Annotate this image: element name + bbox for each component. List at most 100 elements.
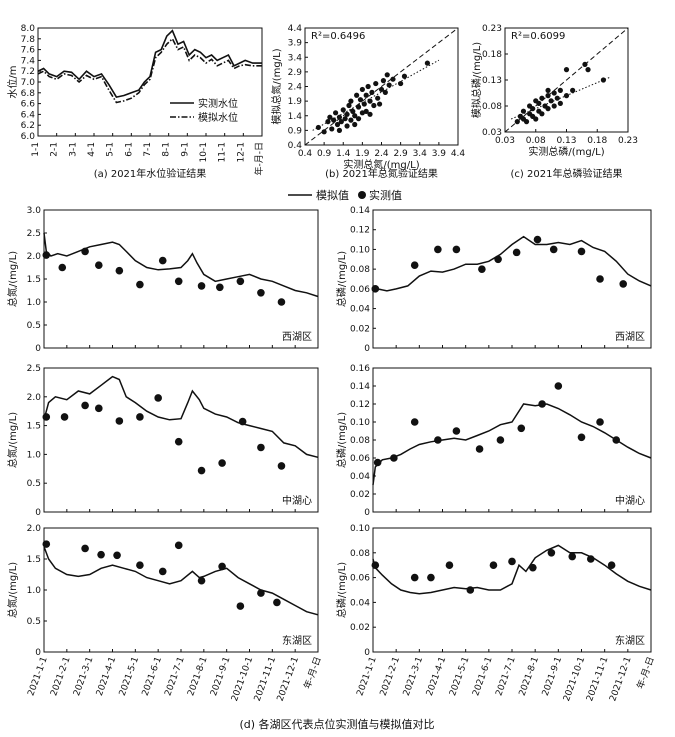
panel-c-ytick-label: 0.13 — [482, 76, 502, 86]
panel-b-ytick-label: 0.9 — [288, 126, 303, 136]
panel-c-point — [585, 67, 591, 73]
panel-c-xtick-label: 0.03 — [495, 136, 515, 146]
panel-b-xtick-label: 4.4 — [451, 149, 466, 159]
panel-b-point — [398, 80, 404, 87]
panel-d4-ytick-label: 0.02 — [350, 490, 370, 500]
panel-a-xtick-label: 8-1 — [162, 142, 172, 157]
panel-c-ylabel: 模拟总磷/(mg/L) — [470, 42, 483, 118]
panel-b-point — [344, 123, 350, 129]
panel-b-point — [348, 98, 354, 104]
panel-d3-observed-point — [60, 413, 69, 421]
panel-d6-observed-point — [410, 573, 419, 582]
panel-b-r2-annotation: R²=0.6496 — [311, 31, 365, 42]
panel-b-point — [329, 126, 335, 132]
panel-b-point — [352, 113, 358, 119]
panel-d6-xtick-label: 2021-8-1 — [518, 656, 541, 698]
panel-d3-observed-point — [115, 417, 124, 425]
panel-d5-ytick-label: 0.5 — [27, 617, 41, 627]
panel-c-point — [514, 119, 520, 125]
panel-d4-observed-point — [434, 436, 442, 444]
panel-b-ytick-label: 4.4 — [288, 24, 303, 34]
panel-d6-xtick-label: 2021-2-1 — [379, 656, 402, 698]
panel-d2-ytick-label: 0.14 — [350, 206, 370, 216]
panel-d6-observed-point — [489, 561, 498, 569]
panel-d4-ylabel: 总磷/(mg/L) — [335, 412, 348, 468]
panel-d2-observed-point — [434, 245, 442, 254]
panel-a-xtick-label: 7-1 — [143, 142, 153, 157]
panel-c-xtick-label: 0.23 — [618, 136, 638, 146]
panel-d6-xtick-label: 2021-5-1 — [448, 656, 471, 698]
panel-d2-observed-point — [494, 255, 502, 264]
panel-d6-region-label: 东湖区 — [615, 634, 645, 647]
panel-d2-observed-point — [452, 245, 461, 254]
panel-c-point — [533, 116, 539, 122]
panel-d5-ytick-label: 1.0 — [27, 586, 42, 596]
panel-c-point — [582, 61, 588, 67]
panel-d5-ytick-label: 0 — [35, 648, 41, 658]
panel-d3-ytick-label: 0.5 — [27, 479, 41, 489]
panel-b-point — [376, 101, 383, 107]
panel-c-caption: (c) 2021年总磷验证结果 — [511, 167, 623, 180]
panel-b-point — [363, 108, 369, 114]
panel-c-point — [539, 111, 545, 117]
panel-d6-observed-point — [586, 555, 595, 563]
panel-b-xtick-label: 2.4 — [374, 149, 389, 159]
panel-d2-ytick-label: 0.10 — [350, 245, 370, 255]
panel-d5-observed-point — [257, 589, 265, 597]
panel-c-one-to-one-line — [504, 27, 629, 133]
panel-b-point — [371, 102, 377, 109]
panel-d6-xtick-label: 2021-11-1 — [585, 656, 610, 703]
panel-c-xtick-label: 0.18 — [587, 136, 607, 146]
panel-b-xtick-label: 1.4 — [336, 149, 351, 159]
panel-d1-observed-point — [81, 247, 89, 256]
panel-b-point — [378, 86, 385, 93]
panel-d4-ytick-label: 0.04 — [350, 472, 370, 482]
panel-a-xtick-label: 5-1 — [106, 142, 116, 157]
panel-b-point — [338, 119, 344, 125]
panel-d6-ytick-label: 0.08 — [350, 549, 370, 559]
panel-d4-simulated-line — [372, 403, 652, 486]
panel-d1-simulated-line — [43, 232, 319, 298]
panel-d6-observed-point — [445, 561, 454, 569]
panel-d5-ytick-label: 1.5 — [27, 555, 41, 565]
panel-d3-observed-point — [174, 437, 183, 446]
panel-b-xtick-label: 0.4 — [298, 149, 313, 159]
panel-d3-ytick-label: 1.5 — [27, 422, 41, 432]
panel-b-point — [390, 76, 396, 82]
legend-obs-dot — [358, 191, 366, 199]
panel-b-point — [321, 129, 327, 135]
panel-b-point — [334, 121, 341, 128]
panel-d1-observed-point — [58, 263, 67, 272]
panel-d6-xtick-label: 2021-9-1 — [541, 656, 564, 698]
panel-d6-ylabel: 总磷/(mg/L) — [335, 562, 348, 618]
panel-d2-observed-point — [512, 248, 521, 257]
panel-d6-observed-point — [547, 549, 556, 557]
panel-d6-observed-point — [466, 586, 475, 594]
panel-d3-observed-point — [42, 413, 51, 421]
panel-b-point — [361, 101, 367, 107]
panel-d5-simulated-line — [43, 546, 319, 616]
panel-d4-observed-point — [410, 418, 419, 426]
panel-d5-ylabel: 总氮/(mg/L) — [6, 562, 19, 618]
panel-d2-observed-point — [549, 245, 558, 254]
panel-b-ytick-label: 1.9 — [288, 97, 303, 107]
panel-a-ytick-label: 6.0 — [21, 132, 36, 142]
panel-d2-ytick-label: 0.06 — [350, 285, 370, 295]
panel-c-point — [551, 103, 557, 109]
legend-obs-label: 实测值 — [369, 188, 402, 202]
panel-d5-observed-point — [174, 541, 183, 550]
panel-c-point — [520, 108, 527, 114]
panel-a-ytick-label: 7.0 — [21, 78, 36, 88]
panel-a-ylabel: 水位/m — [6, 65, 19, 98]
panel-b-point — [340, 107, 346, 113]
panel-d4-ytick-label: 0 — [364, 508, 370, 518]
panel-d4-ytick-label: 0.12 — [350, 400, 370, 410]
bottom-caption: (d) 各湖区代表点位实测值与模拟值对比 — [239, 717, 434, 731]
panel-b-point — [327, 114, 333, 120]
panel-d1-observed-point — [136, 280, 144, 289]
panel-d4-observed-point — [577, 433, 586, 442]
panel-d5-observed-point — [97, 550, 105, 559]
panel-b-point — [333, 110, 339, 116]
panel-b-point — [355, 116, 362, 122]
panel-d3-observed-point — [257, 443, 265, 452]
